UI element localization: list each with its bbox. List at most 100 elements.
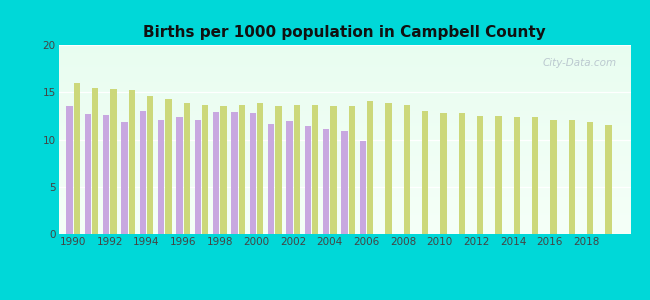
- Bar: [587, 122, 593, 234]
- Bar: [58, 231, 630, 232]
- Bar: [58, 137, 630, 138]
- Bar: [58, 69, 630, 70]
- Bar: [58, 77, 630, 78]
- Bar: [58, 108, 630, 109]
- Bar: [58, 59, 630, 60]
- Bar: [58, 92, 630, 93]
- Bar: [58, 117, 630, 118]
- Bar: [58, 219, 630, 220]
- Bar: [58, 95, 630, 96]
- Bar: [58, 126, 630, 127]
- Bar: [58, 119, 630, 120]
- Bar: [122, 122, 128, 234]
- Bar: [58, 210, 630, 211]
- Bar: [84, 114, 91, 234]
- Bar: [58, 169, 630, 170]
- Bar: [58, 62, 630, 63]
- Bar: [183, 103, 190, 234]
- Bar: [58, 145, 630, 146]
- Bar: [341, 131, 348, 234]
- Bar: [202, 106, 208, 234]
- Bar: [58, 153, 630, 154]
- Bar: [58, 138, 630, 139]
- Bar: [58, 101, 630, 102]
- Bar: [58, 133, 630, 134]
- Bar: [58, 106, 630, 107]
- Bar: [268, 124, 274, 234]
- Bar: [58, 222, 630, 223]
- Bar: [103, 115, 109, 234]
- Bar: [140, 111, 146, 234]
- Bar: [58, 82, 630, 83]
- Bar: [58, 98, 630, 99]
- Bar: [58, 140, 630, 141]
- Bar: [440, 113, 447, 234]
- Bar: [58, 70, 630, 71]
- Bar: [58, 113, 630, 114]
- Bar: [220, 106, 227, 234]
- Bar: [367, 101, 373, 234]
- Bar: [58, 186, 630, 187]
- Bar: [58, 203, 630, 204]
- Bar: [58, 158, 630, 159]
- Bar: [239, 106, 245, 234]
- Bar: [305, 126, 311, 234]
- Bar: [58, 79, 630, 80]
- Bar: [58, 50, 630, 51]
- Bar: [58, 89, 630, 90]
- Bar: [58, 148, 630, 149]
- Bar: [58, 221, 630, 222]
- Bar: [58, 143, 630, 144]
- Bar: [58, 115, 630, 116]
- Bar: [359, 141, 366, 234]
- Bar: [58, 97, 630, 98]
- Bar: [58, 73, 630, 74]
- Bar: [58, 47, 630, 48]
- Bar: [58, 170, 630, 171]
- Bar: [58, 61, 630, 62]
- Bar: [58, 83, 630, 84]
- Bar: [58, 88, 630, 89]
- Bar: [58, 198, 630, 199]
- Bar: [58, 166, 630, 167]
- Bar: [58, 223, 630, 224]
- Bar: [58, 151, 630, 152]
- Bar: [58, 189, 630, 190]
- Bar: [58, 211, 630, 212]
- Bar: [58, 51, 630, 52]
- Bar: [58, 54, 630, 56]
- Bar: [605, 125, 612, 234]
- Bar: [195, 120, 201, 234]
- Bar: [58, 172, 630, 173]
- Bar: [58, 72, 630, 74]
- Bar: [158, 120, 164, 234]
- Bar: [458, 113, 465, 234]
- Bar: [58, 216, 630, 217]
- Bar: [58, 228, 630, 229]
- Bar: [348, 106, 355, 234]
- Bar: [287, 121, 292, 234]
- Bar: [495, 116, 502, 234]
- Bar: [58, 67, 630, 68]
- Bar: [58, 64, 630, 65]
- Bar: [58, 229, 630, 230]
- Bar: [58, 103, 630, 104]
- Bar: [213, 112, 220, 234]
- Bar: [58, 68, 630, 69]
- Bar: [58, 226, 630, 227]
- Bar: [58, 118, 630, 119]
- Bar: [58, 178, 630, 179]
- Bar: [58, 85, 630, 86]
- Bar: [58, 141, 630, 142]
- Bar: [58, 49, 630, 50]
- Bar: [550, 120, 556, 234]
- Bar: [58, 185, 630, 186]
- Bar: [73, 83, 80, 234]
- Bar: [58, 181, 630, 182]
- Bar: [58, 195, 630, 196]
- Bar: [58, 196, 630, 197]
- Title: Births per 1000 population in Campbell County: Births per 1000 population in Campbell C…: [143, 25, 546, 40]
- Bar: [58, 78, 630, 79]
- Bar: [58, 165, 630, 166]
- Bar: [58, 227, 630, 228]
